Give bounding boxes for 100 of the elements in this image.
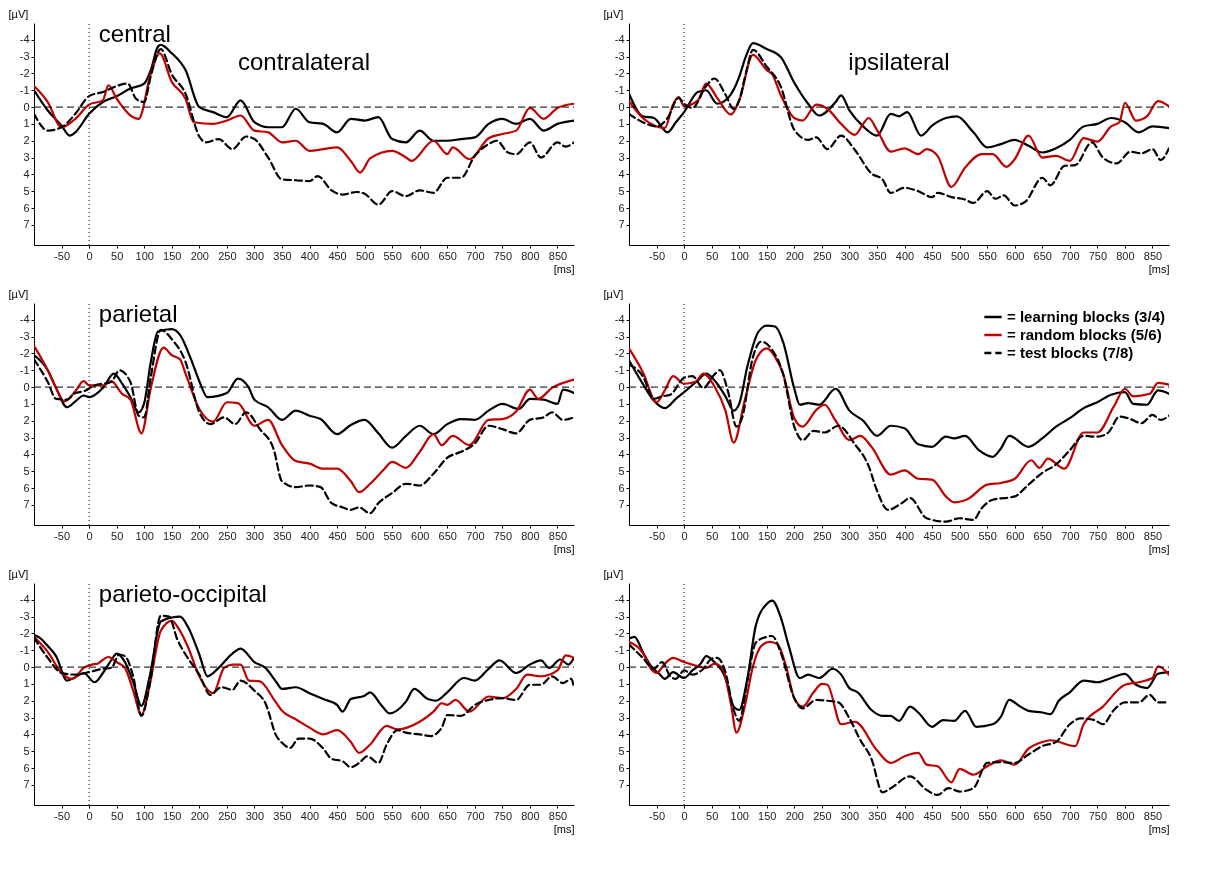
x-axis-title: [ms] bbox=[1148, 822, 1170, 835]
x-tick-label: 750 bbox=[1088, 809, 1108, 822]
chart-title: central bbox=[98, 20, 171, 47]
x-tick-label: 150 bbox=[163, 529, 182, 542]
y-tick-label: 4 bbox=[23, 167, 30, 180]
x-tick-label: 700 bbox=[1061, 809, 1080, 822]
x-tick-label: 100 bbox=[730, 249, 749, 262]
y-tick-label: -2 bbox=[19, 66, 30, 79]
x-tick-label: 800 bbox=[521, 249, 540, 262]
x-tick-label: 0 bbox=[86, 249, 93, 262]
y-tick-label: -2 bbox=[19, 626, 30, 639]
y-tick-label: -1 bbox=[614, 363, 625, 376]
x-tick-label: 400 bbox=[895, 529, 915, 542]
y-tick-label: -2 bbox=[614, 66, 625, 79]
x-axis-title: [ms] bbox=[1148, 542, 1170, 555]
x-axis-title: [ms] bbox=[553, 822, 575, 835]
x-tick-label: 100 bbox=[135, 529, 154, 542]
line-series bbox=[34, 52, 574, 174]
x-axis-title: [ms] bbox=[553, 262, 575, 275]
x-tick-label: 600 bbox=[411, 249, 430, 262]
x-tick-label: 100 bbox=[730, 809, 749, 822]
x-tick-label: 50 bbox=[706, 529, 719, 542]
x-tick-label: 650 bbox=[1033, 529, 1052, 542]
x-tick-label: 600 bbox=[1006, 529, 1025, 542]
x-tick-label: 550 bbox=[978, 809, 997, 822]
y-tick-label: -1 bbox=[614, 83, 625, 96]
y-tick-label: 2 bbox=[23, 694, 30, 707]
x-tick-label: 150 bbox=[758, 809, 777, 822]
x-tick-label: 450 bbox=[328, 529, 347, 542]
x-tick-label: 250 bbox=[218, 529, 237, 542]
y-tick-label: 2 bbox=[618, 134, 625, 147]
x-tick-label: 650 bbox=[1033, 249, 1052, 262]
x-tick-label: 600 bbox=[411, 529, 430, 542]
x-tick-label: 700 bbox=[466, 249, 485, 262]
x-tick-label: 600 bbox=[1006, 809, 1025, 822]
x-tick-label: 800 bbox=[521, 529, 540, 542]
y-tick-label: 0 bbox=[23, 100, 30, 113]
legend-label: = random blocks (5/6) bbox=[1007, 326, 1162, 343]
x-tick-label: 100 bbox=[135, 809, 154, 822]
x-tick-label: 250 bbox=[218, 809, 237, 822]
y-tick-label: 6 bbox=[23, 201, 30, 214]
x-tick-label: 750 bbox=[1088, 529, 1108, 542]
y-axis-title: [µV] bbox=[603, 287, 624, 300]
x-tick-label: 350 bbox=[273, 249, 292, 262]
x-tick-label: 300 bbox=[245, 809, 265, 822]
x-tick-label: 850 bbox=[548, 809, 568, 822]
y-tick-label: -3 bbox=[19, 50, 30, 63]
x-tick-label: 200 bbox=[785, 529, 804, 542]
x-tick-label: 150 bbox=[758, 529, 777, 542]
x-tick-label: 500 bbox=[950, 529, 970, 542]
y-tick-label: 3 bbox=[23, 431, 30, 444]
y-tick-label: 4 bbox=[618, 727, 625, 740]
x-tick-label: 0 bbox=[681, 529, 688, 542]
y-tick-label: 7 bbox=[618, 218, 625, 231]
x-tick-label: 450 bbox=[923, 249, 942, 262]
y-tick-label: 3 bbox=[23, 711, 30, 724]
y-tick-label: 7 bbox=[23, 498, 30, 511]
x-axis-title: [ms] bbox=[1148, 262, 1170, 275]
x-tick-label: 300 bbox=[840, 809, 860, 822]
y-tick-label: -3 bbox=[614, 50, 625, 63]
x-tick-label: 400 bbox=[300, 529, 320, 542]
x-tick-label: 400 bbox=[895, 809, 915, 822]
y-tick-label: -2 bbox=[614, 346, 625, 359]
x-tick-label: 800 bbox=[1116, 529, 1135, 542]
y-tick-label: -1 bbox=[19, 643, 30, 656]
x-tick-label: 200 bbox=[190, 809, 209, 822]
y-tick-label: 1 bbox=[23, 117, 30, 130]
y-axis-title: [µV] bbox=[8, 567, 29, 580]
y-tick-label: 7 bbox=[23, 778, 30, 791]
x-tick-label: 50 bbox=[111, 249, 124, 262]
x-tick-label: 800 bbox=[521, 809, 540, 822]
x-tick-label: 300 bbox=[840, 529, 860, 542]
annotation: contralateral bbox=[237, 48, 371, 75]
x-tick-label: 850 bbox=[1143, 809, 1163, 822]
y-axis-title: [µV] bbox=[8, 7, 29, 20]
y-tick-label: 4 bbox=[23, 727, 30, 740]
y-tick-label: -4 bbox=[614, 313, 625, 326]
x-tick-label: -50 bbox=[54, 809, 70, 822]
x-tick-label: -50 bbox=[649, 249, 665, 262]
x-tick-label: 50 bbox=[111, 809, 124, 822]
y-tick-label: 7 bbox=[618, 498, 625, 511]
y-tick-label: -3 bbox=[614, 330, 625, 343]
y-tick-label: -4 bbox=[19, 33, 30, 46]
x-tick-label: 700 bbox=[1061, 529, 1080, 542]
x-tick-label: 500 bbox=[355, 809, 375, 822]
y-tick-label: 0 bbox=[618, 380, 625, 393]
x-tick-label: 650 bbox=[438, 529, 457, 542]
x-tick-label: 350 bbox=[273, 529, 292, 542]
x-tick-label: 750 bbox=[493, 249, 513, 262]
y-tick-label: 3 bbox=[618, 431, 625, 444]
y-tick-label: 1 bbox=[618, 117, 625, 130]
x-tick-label: 150 bbox=[758, 249, 777, 262]
x-tick-label: 150 bbox=[163, 809, 182, 822]
x-tick-label: 300 bbox=[245, 529, 265, 542]
x-tick-label: 0 bbox=[681, 249, 688, 262]
y-tick-label: 0 bbox=[618, 660, 625, 673]
y-tick-label: 5 bbox=[618, 464, 625, 477]
x-tick-label: 750 bbox=[493, 529, 513, 542]
x-tick-label: 600 bbox=[411, 809, 430, 822]
x-tick-label: 250 bbox=[218, 249, 237, 262]
